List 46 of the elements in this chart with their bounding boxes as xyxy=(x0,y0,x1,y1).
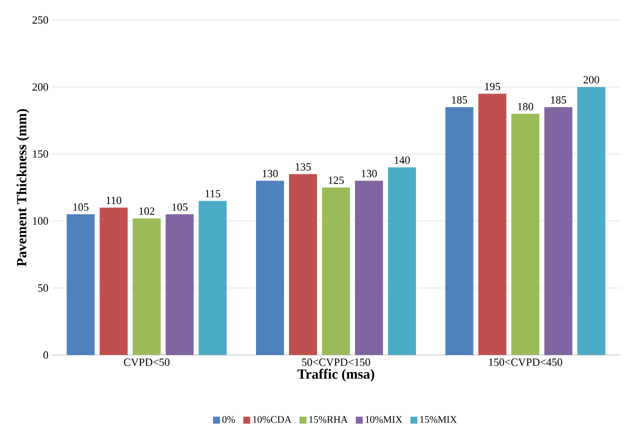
bar xyxy=(198,200,227,355)
data-label: 115 xyxy=(206,190,220,198)
data-label: 200 xyxy=(584,76,600,84)
data-label: 195 xyxy=(485,82,500,90)
x-tick-label: 50<CVPD<150 xyxy=(302,358,370,366)
data-label: 105 xyxy=(172,203,188,211)
legend-label: 0% xyxy=(222,416,235,423)
bar xyxy=(100,208,128,355)
bar xyxy=(289,174,317,355)
x-tick-label: 150<CVPD<450 xyxy=(489,358,562,366)
y-tick-label: 0 xyxy=(43,351,48,359)
data-label: 135 xyxy=(296,163,311,171)
x-tick-label: CVPD<50 xyxy=(124,358,170,366)
bar xyxy=(478,94,506,355)
data-label: 102 xyxy=(139,207,154,215)
y-tick-label: 250 xyxy=(32,16,48,24)
legend-label: 15%RHA xyxy=(309,416,348,423)
legend-label: 15%MIX xyxy=(420,416,457,423)
data-label: 140 xyxy=(394,156,410,164)
legend-label: 10%CDA xyxy=(253,416,292,423)
data-label: 105 xyxy=(73,203,88,211)
y-tick-label: 150 xyxy=(33,150,48,158)
x-axis-title: Traffic (msa) xyxy=(297,368,374,382)
bar xyxy=(355,180,384,355)
bar xyxy=(132,218,161,355)
y-tick-label: 200 xyxy=(32,83,48,91)
y-axis-title: Pavement Thickness (mm) xyxy=(16,109,30,266)
data-label: 180 xyxy=(518,102,534,110)
data-label: 125 xyxy=(328,176,344,184)
bar xyxy=(256,180,284,355)
bar xyxy=(445,107,474,355)
bar xyxy=(322,188,350,355)
data-label: 185 xyxy=(452,96,468,104)
bar xyxy=(577,87,606,355)
bar xyxy=(511,114,540,355)
data-label: 185 xyxy=(551,96,566,104)
bar xyxy=(66,214,95,355)
data-label: 110 xyxy=(106,196,122,204)
y-tick-label: 50 xyxy=(38,284,48,292)
y-tick-label: 100 xyxy=(33,217,48,225)
data-label: 130 xyxy=(362,170,377,178)
data-label: 130 xyxy=(262,170,278,178)
legend-label: 10%MIX xyxy=(366,416,402,423)
bar xyxy=(388,167,416,355)
bar xyxy=(544,107,572,355)
bar xyxy=(166,214,194,355)
